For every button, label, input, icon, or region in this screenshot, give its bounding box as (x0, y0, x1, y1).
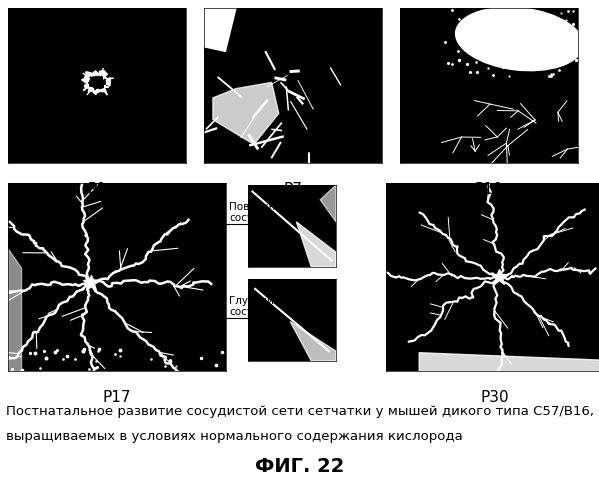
Polygon shape (320, 185, 336, 222)
Text: Р30: Р30 (480, 390, 509, 405)
Ellipse shape (456, 8, 583, 70)
Polygon shape (81, 70, 111, 95)
Text: ФИГ. 22: ФИГ. 22 (255, 458, 344, 476)
Text: Р17: Р17 (103, 390, 131, 405)
Polygon shape (213, 82, 279, 144)
Polygon shape (89, 76, 105, 90)
Text: Р10: Р10 (475, 182, 503, 197)
Text: Р7: Р7 (283, 182, 302, 197)
Text: Р0: Р0 (87, 182, 107, 197)
Polygon shape (204, 8, 236, 52)
Text: выращиваемых в условиях нормального содержания кислорода: выращиваемых в условиях нормального соде… (6, 430, 463, 443)
Text: Постнатальное развитие сосудистой сети сетчатки у мышей дикого типа С57/В16,: Постнатальное развитие сосудистой сети с… (6, 405, 594, 418)
Polygon shape (291, 322, 336, 361)
Text: Глубокие
сосуды: Глубокие сосуды (229, 296, 280, 318)
Text: Поверхностные
сосуды: Поверхностные сосуды (229, 202, 315, 224)
Polygon shape (297, 222, 336, 267)
